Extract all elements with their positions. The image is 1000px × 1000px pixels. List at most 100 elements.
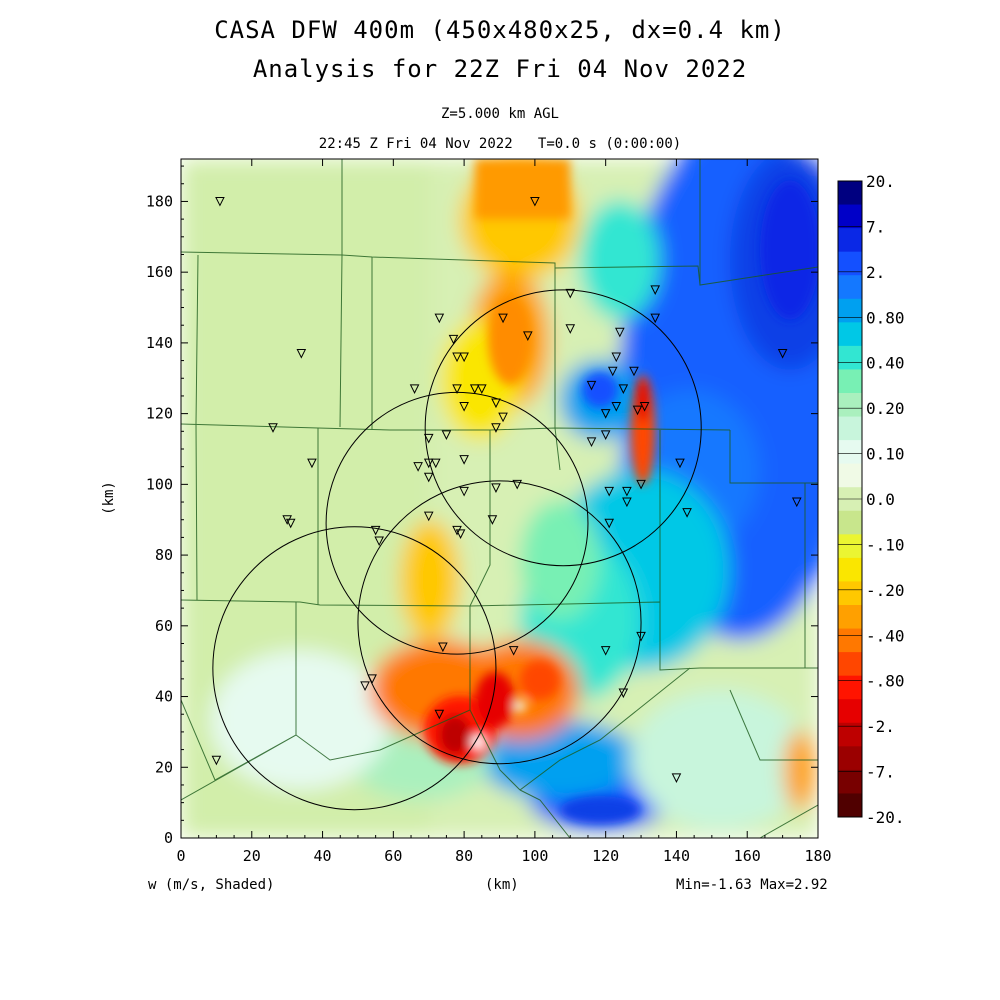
colorbar-label: -.10 (866, 535, 905, 554)
colorbar-label: -20. (866, 808, 905, 827)
station-marker (491, 398, 501, 409)
station-marker (491, 483, 501, 494)
station-marker (430, 458, 441, 469)
colorbar-label: -.40 (866, 626, 905, 645)
station-marker (600, 409, 611, 419)
station-marker (487, 515, 498, 525)
station-marker (285, 518, 296, 529)
station-marker (452, 352, 462, 363)
station-marker (604, 518, 615, 529)
station-marker (604, 486, 615, 497)
station-marker (215, 196, 225, 207)
station-marker (409, 384, 420, 394)
colorbar-swatch (838, 557, 862, 582)
station-marker (607, 366, 618, 377)
station-marker (675, 458, 685, 469)
station-marker (423, 511, 434, 522)
station-marker (791, 497, 802, 508)
station-marker (441, 430, 452, 440)
colorbar-swatch (838, 298, 862, 323)
county-lines (181, 159, 818, 838)
colorbar-label: 0.0 (866, 490, 895, 509)
y-tick-label: 40 (155, 688, 173, 706)
station-marker (459, 455, 469, 465)
station-marker (622, 497, 632, 508)
colorbar-swatch (838, 769, 862, 794)
station-marker (459, 486, 469, 497)
y-axis-ticks: 0 20 40 60 80 100 120 140 160 180 (146, 165, 818, 847)
station-marker (268, 423, 278, 433)
time-subtitle: 22:45 Z Fri 04 Nov 2022 T=0.0 s (0:00:00… (318, 136, 682, 152)
x-tick-label: 80 (455, 847, 473, 865)
station-marker (650, 313, 661, 324)
colorbar-swatch (838, 534, 862, 559)
station-marker (452, 384, 462, 394)
station-marker (586, 437, 597, 448)
station-marker (512, 479, 523, 490)
y-tick-label: 120 (146, 405, 173, 423)
colorbar-swatch (838, 369, 862, 394)
chart-title-line1: CASA DFW 400m (450x480x25, dx=0.4 km) (214, 16, 786, 44)
colorbar-swatch (838, 793, 862, 818)
colorbar-swatch (838, 675, 862, 700)
colorbar: 20. 7. 2. 0.80 0.40 0.20 0.10 0.0 -.10 -.20 -.40 -.… (837, 172, 905, 827)
colorbar-swatch (838, 393, 862, 418)
colorbar-swatch (838, 652, 862, 677)
radar-range-circle (424, 289, 702, 567)
station-marker (469, 384, 480, 394)
station-marker (650, 285, 661, 295)
station-marker (211, 755, 222, 766)
station-marker (508, 646, 519, 656)
station-marker (565, 324, 576, 334)
station-marker (423, 472, 434, 483)
colorbar-label: 0.40 (866, 354, 905, 373)
station-marker (307, 458, 317, 469)
station-marker (639, 402, 650, 412)
station-marker (611, 402, 622, 412)
station-marker (452, 525, 462, 536)
station-marker (423, 458, 434, 469)
x-tick-label: 40 (314, 847, 332, 865)
colorbar-swatch (838, 722, 862, 747)
y-tick-label: 100 (146, 475, 173, 493)
y-tick-label: 60 (155, 617, 173, 635)
plot-area (181, 159, 818, 838)
station-marker (434, 709, 445, 720)
x-tick-label: 0 (176, 847, 185, 865)
station-marker (632, 405, 643, 416)
station-marker (498, 313, 508, 324)
shaded-field (181, 159, 818, 838)
level-subtitle: Z=5.000 km AGL (440, 106, 559, 122)
station-marker (476, 384, 487, 394)
x-axis-ticks: 0 20 40 60 80 100 120 140 160 180 (176, 159, 832, 865)
colorbar-swatch (838, 510, 862, 535)
colorbar-label: 2. (866, 263, 885, 282)
x-tick-label: 60 (384, 847, 402, 865)
colorbar-swatch (838, 463, 862, 488)
colorbar-label: -.20 (866, 581, 905, 600)
station-marker (530, 196, 540, 207)
station-marker (600, 430, 611, 440)
x-tick-label: 100 (521, 847, 548, 865)
y-tick-label: 160 (146, 263, 173, 281)
colorbar-swatch (838, 228, 862, 253)
colorbar-label: 0.20 (866, 399, 905, 418)
colorbar-label: -2. (866, 717, 895, 736)
colorbar-label: 20. (866, 172, 895, 191)
colorbar-swatch (838, 322, 862, 347)
colorbar-swatch (838, 181, 862, 206)
colorbar-label: -7. (866, 763, 895, 782)
y-tick-label: 180 (146, 192, 173, 210)
station-marker (622, 486, 632, 497)
colorbar-label: -.80 (866, 672, 905, 691)
station-marker (491, 423, 501, 433)
station-marker (423, 433, 434, 444)
colorbar-swatch (838, 746, 862, 771)
y-tick-label: 0 (164, 829, 173, 847)
station-marker (636, 631, 646, 642)
radar-range-circle (212, 526, 497, 811)
station-marker (455, 529, 466, 539)
station-marker (459, 352, 469, 363)
station-marker (629, 366, 639, 377)
